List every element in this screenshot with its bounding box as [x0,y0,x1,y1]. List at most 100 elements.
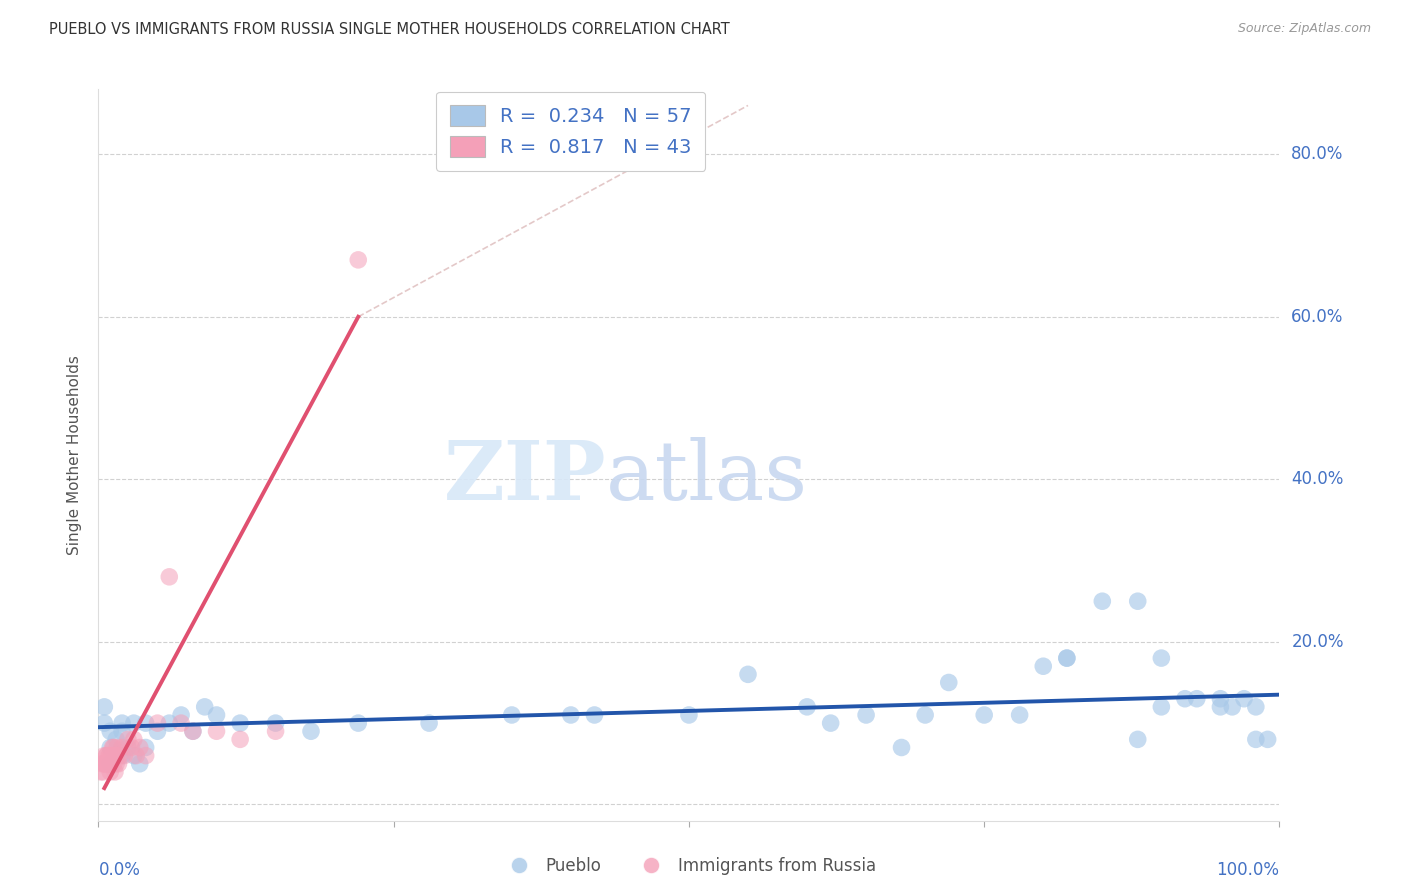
Point [678,708,700,723]
Point [299,724,322,739]
Point [90,764,112,779]
Point [98,756,121,771]
Point [105,748,128,763]
Point [796,699,818,714]
Point [121,740,143,755]
Point [1209,699,1232,714]
Point [125,748,148,763]
Point [1056,651,1078,665]
Point [1244,699,1267,714]
Text: 60.0%: 60.0% [1291,308,1344,326]
Point [264,724,287,739]
Point [229,716,252,731]
Point [96,748,118,763]
Point [347,252,370,267]
Text: atlas: atlas [606,437,808,516]
Text: Source: ZipAtlas.com: Source: ZipAtlas.com [1237,22,1371,36]
Point [1091,594,1114,608]
Point [194,699,217,714]
Point [105,740,128,755]
Point [122,732,145,747]
Point [117,732,139,747]
Point [98,724,121,739]
Point [1257,732,1279,747]
Point [1126,594,1149,608]
Point [264,716,287,731]
Point [157,570,180,584]
Y-axis label: Single Mother Households: Single Mother Households [67,355,83,555]
Point [93,716,115,731]
Point [347,716,370,731]
Point [583,708,606,723]
Point [94,756,117,771]
Point [973,708,995,723]
Point [105,756,128,771]
Point [97,756,120,771]
Point [91,756,114,771]
Text: 0.0%: 0.0% [98,861,141,879]
Point [97,756,120,771]
Point [105,732,128,747]
Text: 40.0%: 40.0% [1291,470,1344,488]
Point [229,732,252,747]
Point [146,724,169,739]
Point [135,740,157,755]
Point [1185,691,1208,706]
Point [98,748,121,763]
Point [100,756,122,771]
Point [205,708,228,723]
Point [170,708,193,723]
Point [890,740,912,755]
Point [107,756,129,771]
Point [1174,691,1197,706]
Point [938,675,960,690]
Point [135,716,157,731]
Text: 80.0%: 80.0% [1291,145,1344,163]
Point [98,748,121,763]
Point [96,748,118,763]
Text: PUEBLO VS IMMIGRANTS FROM RUSSIA SINGLE MOTHER HOUSEHOLDS CORRELATION CHART: PUEBLO VS IMMIGRANTS FROM RUSSIA SINGLE … [49,22,730,37]
Point [170,716,193,731]
Point [128,740,150,755]
Point [1032,659,1054,673]
Point [820,716,842,731]
Point [108,748,131,763]
Text: 20.0%: 20.0% [1291,632,1344,651]
Point [737,667,759,681]
Point [105,748,128,763]
Point [104,748,127,763]
Point [128,756,150,771]
Legend: Pueblo, Immigrants from Russia: Pueblo, Immigrants from Russia [495,850,883,882]
Point [93,748,115,763]
Point [1244,732,1267,747]
Point [101,740,124,755]
Point [914,708,936,723]
Point [103,740,125,755]
Point [181,724,204,739]
Point [146,716,169,731]
Point [93,699,115,714]
Point [93,756,115,771]
Point [103,756,125,771]
Point [1008,708,1031,723]
Point [98,756,121,771]
Text: 100.0%: 100.0% [1216,861,1279,879]
Point [1056,651,1078,665]
Point [1233,691,1256,706]
Point [1209,691,1232,706]
Point [501,708,523,723]
Point [98,764,121,779]
Point [122,716,145,731]
Point [111,716,134,731]
Point [122,748,145,763]
Text: ZIP: ZIP [444,437,606,516]
Point [111,724,134,739]
Point [104,764,127,779]
Point [418,716,440,731]
Point [1126,732,1149,747]
Point [101,748,124,763]
Point [112,748,135,763]
Point [205,724,228,739]
Point [855,708,877,723]
Point [157,716,180,731]
